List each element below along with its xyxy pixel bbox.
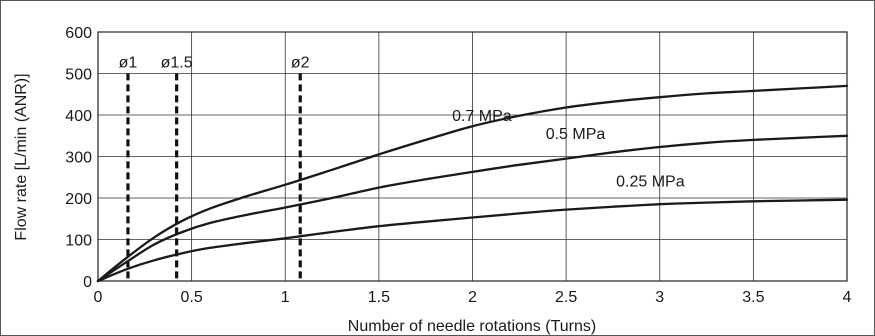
series-line-2 (96, 198, 849, 283)
y-tick-label: 500 (65, 67, 92, 84)
x-tick-label: 4 (843, 289, 852, 306)
plot-area-border (97, 31, 848, 282)
y-tick-label: 400 (65, 108, 92, 125)
y-tick-label: 300 (65, 150, 92, 167)
orifice-markers: ø1 ø1.5 ø2 (119, 54, 310, 281)
series-line-1 (96, 134, 849, 283)
y-tick-label: 100 (65, 233, 92, 250)
grid (98, 32, 847, 281)
x-tick-label: 2 (468, 289, 477, 306)
series-label-0: 0.7 MPa (452, 108, 512, 125)
series-line-0 (96, 84, 849, 283)
y-axis-ticks: 0 100 200 300 400 500 600 (65, 25, 92, 291)
x-tick-label: 0 (94, 289, 103, 306)
x-tick-label: 3 (655, 289, 664, 306)
y-tick-label: 200 (65, 191, 92, 208)
marker-label-0: ø1 (119, 54, 138, 71)
x-tick-label: 3.5 (742, 289, 764, 306)
marker-label-1: ø1.5 (161, 54, 193, 71)
series-group: 0.7 MPa 0.5 MPa 0.25 MPa (96, 84, 849, 283)
marker-label-2: ø2 (291, 54, 310, 71)
x-axis-label: Number of needle rotations (Turns) (348, 318, 596, 335)
y-axis-label: Flow rate [L/min (ANR)] (13, 73, 30, 240)
series-label-2: 0.25 MPa (616, 173, 685, 190)
x-axis-ticks: 0 0.5 1 1.5 2 2.5 3 3.5 4 (94, 289, 852, 306)
x-tick-label: 2.5 (555, 289, 577, 306)
series-label-1: 0.5 MPa (546, 126, 606, 143)
y-tick-label: 0 (83, 274, 92, 291)
y-tick-label: 600 (65, 25, 92, 42)
x-tick-label: 0.5 (181, 289, 203, 306)
x-tick-label: 1 (281, 289, 290, 306)
x-tick-label: 1.5 (368, 289, 390, 306)
